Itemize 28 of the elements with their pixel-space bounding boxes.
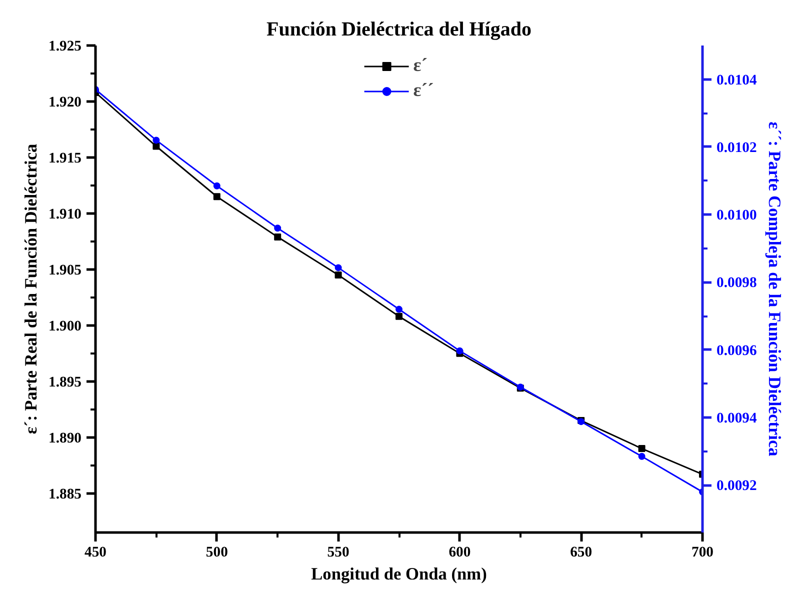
legend-label: ε´: [413, 55, 428, 77]
legend-label: ε´´: [413, 80, 434, 102]
y-tick-label: 1.915: [48, 150, 82, 166]
x-tick-label: 700: [692, 544, 714, 560]
y-tick-label: 1.920: [48, 94, 82, 110]
y2-tick-label: 0.0092: [716, 478, 757, 494]
y-tick-label: 1.885: [48, 486, 82, 502]
x-tick-label: 550: [327, 544, 350, 560]
y-tick-label: 1.925: [48, 38, 82, 54]
y-tick-label: 1.890: [48, 430, 82, 446]
y2-tick-label: 0.0098: [716, 275, 757, 292]
y-tick-label: 1.910: [48, 206, 82, 222]
y2-axis-title: ε´´: Parte Compleja de la Función Dieléctrica: [764, 122, 784, 457]
y-tick-label: 1.905: [48, 262, 82, 278]
y-tick-label: 1.895: [48, 374, 82, 390]
x-tick-label: 600: [448, 544, 471, 560]
y-axis-title: ε´: Parte Real de la Función Dieléctrica: [22, 143, 41, 434]
x-tick-label: 500: [206, 544, 228, 560]
x-tick-label: 450: [84, 544, 106, 560]
y2-tick-label: 0.0096: [716, 342, 757, 359]
y2-tick-label: 0.0102: [716, 140, 757, 156]
y2-tick-label: 0.0100: [716, 208, 757, 224]
x-axis-title: Longitud de Onda (nm): [311, 564, 488, 584]
y2-tick-label: 0.0094: [716, 410, 758, 427]
y-tick-label: 1.900: [48, 318, 82, 334]
x-tick-label: 650: [570, 544, 592, 560]
y2-tick-label: 0.0104: [716, 72, 758, 88]
chart-title: Función Dieléctrica del Hígado: [266, 18, 532, 40]
